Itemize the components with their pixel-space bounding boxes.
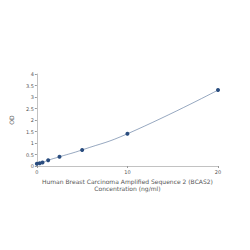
svg-text:2: 2 [31, 117, 34, 123]
svg-text:20: 20 [215, 169, 221, 175]
svg-text:10: 10 [124, 169, 130, 175]
svg-text:1: 1 [31, 140, 34, 146]
svg-text:2.5: 2.5 [26, 106, 34, 112]
svg-text:0: 0 [31, 163, 34, 169]
svg-text:3: 3 [31, 94, 34, 100]
svg-text:0: 0 [35, 169, 38, 175]
svg-text:3.5: 3.5 [26, 83, 34, 89]
svg-text:OD: OD [8, 115, 15, 125]
svg-text:0.5: 0.5 [26, 152, 34, 158]
svg-text:4: 4 [31, 71, 34, 77]
svg-text:Human Breast Carcinoma Amplifi: Human Breast Carcinoma Amplified Sequenc… [41, 178, 213, 185]
svg-text:1.5: 1.5 [26, 129, 34, 135]
svg-text:Concentration (ng/ml): Concentration (ng/ml) [94, 185, 160, 193]
